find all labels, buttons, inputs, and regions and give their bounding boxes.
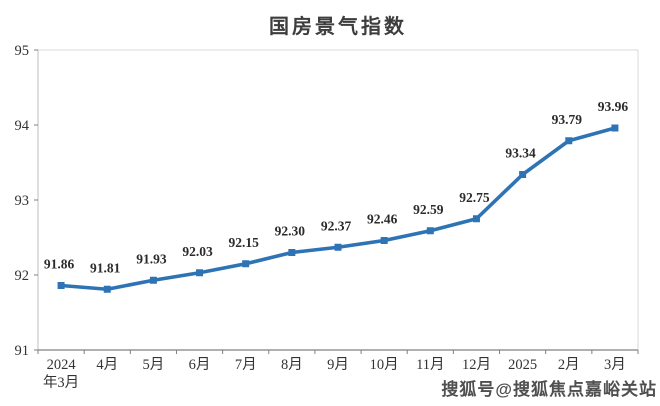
data-point-marker — [565, 137, 573, 145]
x-axis-tick-label: 7月 — [235, 357, 257, 373]
data-point-label: 92.59 — [413, 202, 444, 217]
data-point-marker — [288, 249, 296, 256]
y-axis-tick-label: 95 — [15, 43, 30, 59]
x-axis-tick-label: 9月 — [327, 357, 349, 373]
data-point-label: 92.46 — [367, 212, 398, 227]
x-axis-tick-label: 2025 — [508, 357, 537, 373]
x-axis-tick-label: 12月 — [462, 357, 491, 373]
data-point-label: 92.30 — [275, 224, 306, 239]
data-point-marker — [611, 124, 619, 132]
y-axis-tick-label: 91 — [15, 343, 30, 359]
data-point-label: 91.81 — [90, 260, 121, 275]
data-point-label: 93.34 — [505, 146, 536, 161]
x-axis-tick-label: 3月 — [604, 357, 626, 373]
data-point-label: 92.37 — [321, 218, 352, 233]
data-point-marker — [334, 243, 342, 251]
data-point-label: 92.03 — [182, 244, 213, 259]
y-axis-tick-label: 92 — [15, 268, 30, 284]
y-axis-tick-label: 93 — [15, 193, 30, 209]
y-axis-tick-label: 94 — [15, 118, 30, 134]
x-axis-tick-label: 2024 — [47, 357, 77, 373]
chart-title: 国房景气指数 — [269, 16, 407, 38]
data-point-marker — [242, 260, 250, 268]
watermark: 搜狐号@搜狐焦点嘉峪关站 — [441, 380, 657, 399]
data-point-marker — [57, 282, 65, 289]
x-axis-tick-label: 年3月 — [43, 374, 79, 391]
data-point-label: 92.75 — [459, 190, 490, 205]
data-point-marker — [426, 227, 434, 235]
data-point-marker — [380, 237, 388, 244]
x-axis-tick-label: 6月 — [189, 357, 211, 373]
data-point-marker — [103, 285, 111, 293]
data-point-marker — [149, 276, 157, 284]
x-axis-tick-label: 2月 — [558, 357, 580, 373]
data-point-marker — [196, 269, 204, 277]
x-axis-tick-label: 8月 — [281, 357, 303, 373]
x-axis-tick-label: 5月 — [143, 357, 165, 373]
data-point-label: 91.86 — [44, 257, 75, 272]
data-point-label: 93.96 — [598, 99, 629, 114]
x-axis-tick-label: 10月 — [370, 357, 399, 373]
data-point-marker — [519, 171, 527, 178]
data-point-label: 91.93 — [136, 251, 167, 266]
x-axis-tick-label: 11月 — [416, 357, 444, 373]
data-point-label: 92.15 — [229, 235, 260, 250]
data-point-marker — [472, 215, 480, 223]
x-axis-tick-label: 4月 — [96, 357, 118, 373]
data-point-label: 93.79 — [552, 112, 583, 127]
